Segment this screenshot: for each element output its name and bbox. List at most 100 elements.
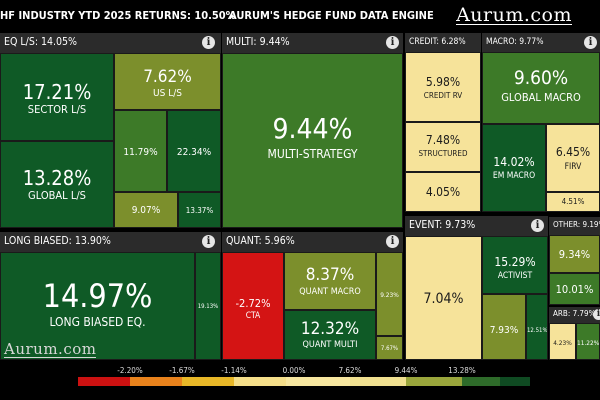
cell-eq-small-2[interactable]: 22.34%	[167, 110, 221, 192]
credit-rv-value: 5.98%	[425, 75, 461, 89]
legend-swatch	[500, 377, 530, 386]
legend-tick: -2.20%	[117, 366, 143, 375]
cell-event-main[interactable]: 7.04%	[405, 236, 482, 360]
structured-label: STRUCTURED	[418, 149, 468, 158]
section-long-biased: LONG BIASED: 13.90% i	[0, 232, 221, 252]
cell-arb-1[interactable]: 4.23%	[549, 323, 576, 360]
cell-event-small-1[interactable]: 7.93%	[482, 294, 526, 360]
quant-macro-label: QUANT MACRO	[299, 287, 361, 297]
cell-lb-small[interactable]: 19.13%	[195, 252, 221, 360]
firv-label: FIRV	[564, 162, 582, 172]
cell-other-2[interactable]: 10.01%	[549, 273, 600, 305]
cell-eq-small-4[interactable]: 13.37%	[178, 192, 221, 228]
legend-tick: -1.14%	[221, 366, 247, 375]
section-quant-label: QUANT: 5.96%	[226, 235, 295, 247]
cell-event-small-2[interactable]: 12.51%	[526, 294, 548, 360]
industry-returns-title: HF INDUSTRY YTD 2025 RETURNS: 10.50%	[0, 9, 236, 22]
legend-tick: 13.28%	[448, 366, 476, 375]
event-main-value: 7.04%	[423, 291, 464, 307]
us-ls-value: 7.62%	[143, 67, 192, 87]
cell-multi-strategy[interactable]: 9.44% MULTI-STRATEGY	[222, 53, 403, 228]
other-2-value: 10.01%	[555, 283, 594, 296]
macro-small-value: 4.51%	[561, 197, 585, 206]
legend-tick: -1.67%	[169, 366, 195, 375]
section-event: EVENT: 9.73% i	[405, 216, 548, 236]
long-biased-eq-label: LONG BIASED EQ.	[49, 315, 146, 329]
info-icon[interactable]: i	[202, 235, 215, 248]
cell-global-ls[interactable]: 13.28% GLOBAL L/S	[0, 141, 114, 228]
other-1-value: 9.34%	[558, 248, 591, 261]
structured-value: 7.48%	[425, 133, 461, 147]
multi-strategy-value: 9.44%	[272, 112, 353, 145]
info-icon[interactable]: i	[531, 219, 544, 232]
legend-swatch	[286, 377, 350, 386]
legend-tick: 9.44%	[394, 366, 418, 375]
event-small-2-value: 12.51%	[527, 327, 548, 334]
brand-logo[interactable]: Aurum.com	[456, 4, 572, 26]
cell-other-1[interactable]: 9.34%	[549, 235, 600, 273]
eq-small-4-value: 13.37%	[185, 206, 214, 215]
cell-long-biased-eq[interactable]: 14.97% LONG BIASED EQ.	[0, 252, 195, 360]
legend-tick: 7.62%	[338, 366, 362, 375]
cell-eq-small-3[interactable]: 9.07%	[114, 192, 178, 228]
credit-rv-label: CREDIT RV	[423, 91, 463, 100]
quant-macro-value: 8.37%	[305, 265, 355, 285]
data-engine-subtitle: AURUM'S HEDGE FUND DATA ENGINE	[229, 9, 434, 22]
legend-swatch	[234, 377, 286, 386]
cell-quant-small-2[interactable]: 7.67%	[376, 336, 403, 360]
activist-value: 15.29%	[494, 255, 536, 269]
section-other: OTHER: 9.19%	[549, 217, 600, 235]
cell-us-ls[interactable]: 7.62% US L/S	[114, 53, 221, 110]
cell-arb-2[interactable]: 11.22%	[576, 323, 600, 360]
cell-structured[interactable]: 7.48% STRUCTURED	[405, 122, 481, 172]
quant-multi-value: 12.32%	[300, 319, 360, 339]
cell-eq-small-1[interactable]: 11.79%	[114, 110, 167, 192]
cell-quant-multi[interactable]: 12.32% QUANT MULTI	[284, 310, 376, 360]
section-quant: QUANT: 5.96% i	[222, 232, 403, 252]
eq-small-2-value: 22.34%	[176, 147, 212, 158]
section-other-label: OTHER: 9.19%	[553, 220, 600, 229]
info-icon[interactable]: i	[584, 36, 597, 49]
top-header: HF INDUSTRY YTD 2025 RETURNS: 10.50% AUR…	[0, 0, 600, 32]
us-ls-label: US L/S	[153, 88, 182, 99]
cell-credit-rv[interactable]: 5.98% CREDIT RV	[405, 52, 481, 122]
cell-activist[interactable]: 15.29% ACTIVIST	[482, 236, 548, 294]
cell-cta[interactable]: -2.72% CTA	[222, 252, 284, 360]
aurum-watermark: Aurum.com	[4, 340, 97, 358]
event-small-1-value: 7.93%	[489, 325, 519, 336]
global-ls-label: GLOBAL L/S	[28, 189, 86, 202]
long-biased-eq-value: 14.97%	[42, 277, 153, 315]
legend-swatch	[78, 377, 130, 386]
legend-tick: 0.00%	[282, 366, 306, 375]
cell-sector-ls[interactable]: 17.21% SECTOR L/S	[0, 53, 114, 141]
info-icon[interactable]: i	[202, 36, 215, 49]
section-long-biased-label: LONG BIASED: 13.90%	[4, 235, 111, 247]
global-macro-label: GLOBAL MACRO	[501, 91, 581, 104]
legend-swatch	[182, 377, 234, 386]
info-icon[interactable]: i	[593, 309, 600, 320]
section-credit-label: CREDIT: 6.28%	[409, 37, 466, 47]
info-icon[interactable]: i	[386, 36, 399, 49]
eq-small-3-value: 9.07%	[131, 205, 161, 216]
cell-global-macro[interactable]: 9.60% GLOBAL MACRO	[482, 52, 600, 124]
quant-multi-label: QUANT MULTI	[302, 340, 358, 350]
cell-credit-small[interactable]: 4.05%	[405, 172, 481, 212]
cell-macro-small[interactable]: 4.51%	[546, 192, 600, 212]
cell-quant-macro[interactable]: 8.37% QUANT MACRO	[284, 252, 376, 310]
global-macro-value: 9.60%	[513, 67, 569, 89]
sector-ls-label: SECTOR L/S	[27, 103, 87, 116]
quant-small-2-value: 7.67%	[380, 345, 399, 352]
cell-firv[interactable]: 6.45% FIRV	[546, 124, 600, 192]
legend-swatch	[350, 377, 406, 386]
cta-value: -2.72%	[235, 297, 271, 310]
cell-em-macro[interactable]: 14.02% EM MACRO	[482, 124, 546, 212]
firv-value: 6.45%	[555, 145, 591, 159]
lb-small-value: 19.13%	[197, 303, 219, 310]
sector-ls-value: 17.21%	[22, 80, 92, 104]
cell-quant-small-1[interactable]: 9.23%	[376, 252, 403, 336]
section-eq-ls: EQ L/S: 14.05% i	[0, 33, 221, 53]
info-icon[interactable]: i	[386, 235, 399, 248]
section-arb-label: ARB: 7.79%	[553, 309, 596, 318]
global-ls-value: 13.28%	[22, 166, 92, 190]
section-macro: MACRO: 9.77% i	[482, 33, 600, 52]
